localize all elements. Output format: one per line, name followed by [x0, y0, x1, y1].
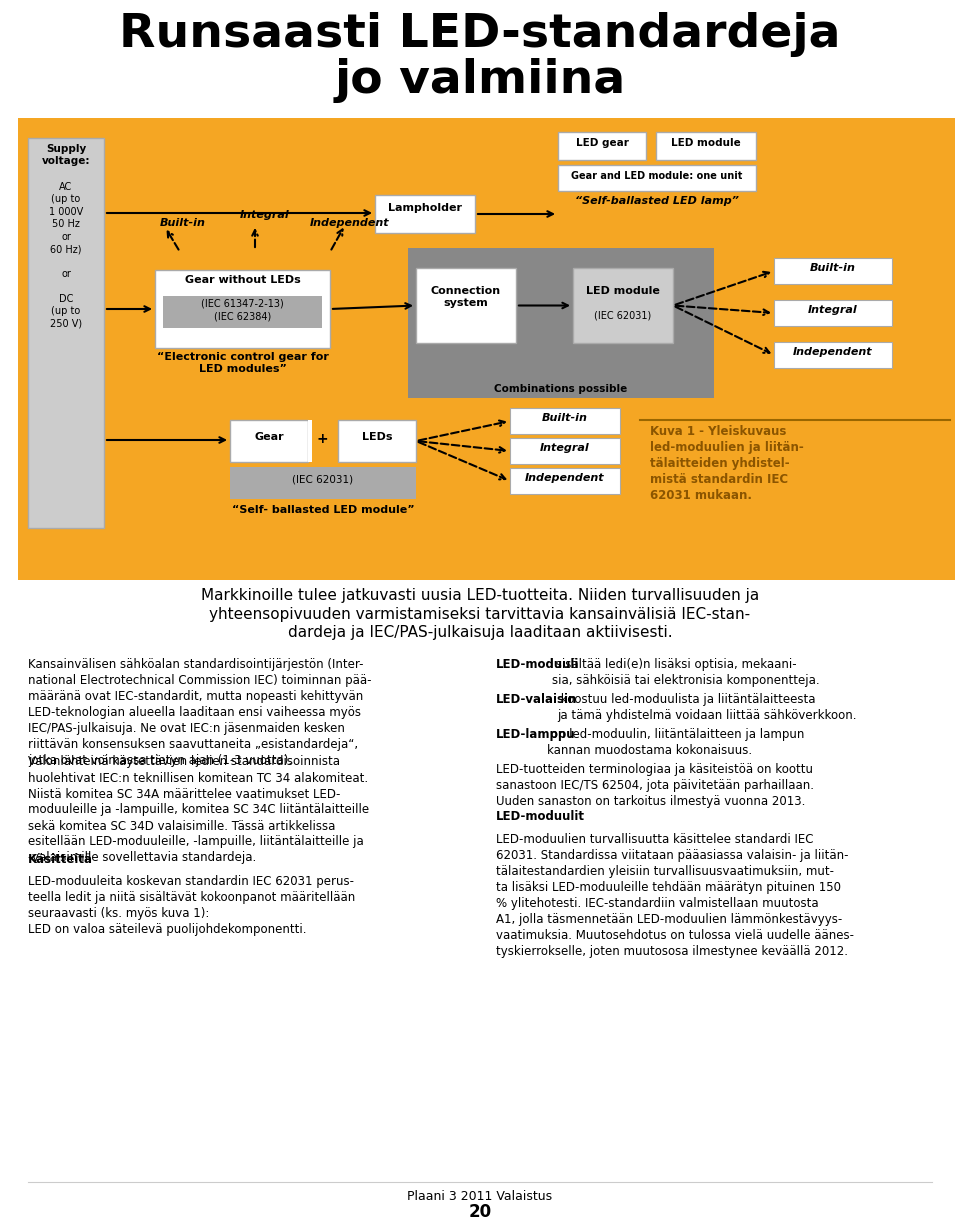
Bar	[408, 248, 714, 398]
Text: Independent: Independent	[310, 218, 390, 229]
Text: (IEC 62031): (IEC 62031)	[594, 310, 652, 320]
Text: Built-in: Built-in	[810, 263, 856, 273]
Text: Käsitteitä: Käsitteitä	[28, 853, 93, 866]
Text: Gear: Gear	[254, 433, 284, 442]
Text: Connection
system: Connection system	[431, 286, 501, 308]
Text: Plaani 3 2011 Valaistus: Plaani 3 2011 Valaistus	[407, 1190, 553, 1202]
Text: “Self-ballasted LED lamp”: “Self-ballasted LED lamp”	[575, 196, 739, 207]
Text: Built-in: Built-in	[160, 218, 206, 229]
Bar	[558, 132, 646, 160]
Text: on led-moduulin, liitäntälaitteen ja lampun
kannan muodostama kokonaisuus.: on led-moduulin, liitäntälaitteen ja lam…	[547, 728, 804, 756]
Text: Gear and LED module: one unit: Gear and LED module: one unit	[571, 171, 743, 181]
Bar	[338, 420, 416, 462]
Text: LED-valaisin: LED-valaisin	[496, 693, 577, 706]
Bar	[558, 165, 756, 191]
Text: Runsaasti LED-standardeja: Runsaasti LED-standardeja	[119, 12, 841, 57]
Text: Gear without LEDs: Gear without LEDs	[184, 275, 300, 285]
Text: jo valmiina: jo valmiina	[334, 57, 626, 103]
Text: “Electronic control gear for
LED modules”: “Electronic control gear for LED modules…	[156, 352, 328, 374]
Text: Markkinoille tulee jatkuvasti uusia LED-tuotteita. Niiden turvallisuuden ja
yhte: Markkinoille tulee jatkuvasti uusia LED-…	[201, 588, 759, 640]
Text: Integral: Integral	[240, 210, 290, 220]
Text: “Self- ballasted LED module”: “Self- ballasted LED module”	[231, 505, 415, 514]
Text: LED gear: LED gear	[576, 138, 629, 148]
Bar	[510, 437, 620, 464]
Text: koostuu led-moduulista ja liitäntälaitteesta
ja tämä yhdistelmä voidaan liittää : koostuu led-moduulista ja liitäntälaitte…	[557, 693, 856, 722]
Bar	[774, 258, 892, 284]
Bar	[28, 138, 104, 528]
Text: LED module: LED module	[586, 286, 660, 296]
Text: Independent: Independent	[793, 347, 873, 357]
Text: Lampholder: Lampholder	[388, 203, 462, 213]
Bar	[155, 270, 330, 348]
Text: +: +	[316, 433, 327, 446]
Text: Integral: Integral	[540, 444, 589, 453]
Text: LED-moduuleita koskevan standardin IEC 62031 perus-
teella ledit ja niitä sisält: LED-moduuleita koskevan standardin IEC 6…	[28, 875, 355, 920]
Bar	[416, 268, 516, 343]
Text: 20: 20	[468, 1202, 492, 1221]
Bar	[18, 119, 955, 580]
Bar	[510, 408, 620, 434]
Bar	[375, 196, 475, 233]
Text: LED-moduuli: LED-moduuli	[496, 657, 580, 671]
Bar	[308, 420, 312, 462]
Text: LED on valoa säteilevä puolijohdekomponentti.: LED on valoa säteilevä puolijohdekompone…	[28, 923, 306, 936]
Text: Supply
voltage:: Supply voltage:	[41, 144, 90, 166]
Text: LED-lamppu: LED-lamppu	[496, 728, 575, 741]
Text: Built-in: Built-in	[542, 413, 588, 423]
Text: LED-moduulit: LED-moduulit	[496, 810, 585, 824]
Text: Integral: Integral	[808, 306, 858, 315]
Text: LED-tuotteiden terminologiaa ja käsiteistöä on koottu
sanastoon IEC/TS 62504, jo: LED-tuotteiden terminologiaa ja käsiteis…	[496, 763, 814, 808]
Bar	[573, 268, 673, 343]
Text: (IEC 61347-2-13)
(IEC 62384): (IEC 61347-2-13) (IEC 62384)	[202, 299, 284, 321]
Text: Combinations possible: Combinations possible	[494, 384, 628, 393]
Text: LED-moduulien turvallisuutta käsittelee standardi IEC
62031. Standardissa viitat: LED-moduulien turvallisuutta käsittelee …	[496, 833, 854, 958]
Text: sisältää ledi(e)n lisäksi optisia, mekaani-
sia, sähköisiä tai elektronisia komp: sisältää ledi(e)n lisäksi optisia, mekaa…	[552, 657, 820, 687]
Text: Kansainvälisen sähköalan standardisointijärjestön (Inter-
national Electrotechni: Kansainvälisen sähköalan standardisointi…	[28, 657, 372, 767]
Bar	[510, 468, 620, 494]
Bar	[774, 299, 892, 326]
Text: Kuva 1 - Yleiskuvaus
led-moduulien ja liitän-
tälaitteiden yhdistel-
mistä stand: Kuva 1 - Yleiskuvaus led-moduulien ja li…	[650, 425, 804, 502]
Bar	[774, 342, 892, 368]
Bar	[656, 132, 756, 160]
Bar	[230, 420, 308, 462]
Text: Independent: Independent	[525, 473, 605, 483]
Bar	[163, 296, 322, 327]
Text: LEDs: LEDs	[362, 433, 393, 442]
Text: LED module: LED module	[671, 138, 741, 148]
Bar	[230, 467, 416, 499]
Text: AC
(up to
1 000V
50 Hz
or
60 Hz)

or

DC
(up to
250 V): AC (up to 1 000V 50 Hz or 60 Hz) or DC (…	[49, 182, 84, 329]
Text: Valonlähteinä käytettävien ledien standardisoinnista
huolehtivat IEC:n teknillis: Valonlähteinä käytettävien ledien standa…	[28, 755, 370, 864]
Text: (IEC 62031): (IEC 62031)	[293, 475, 353, 485]
